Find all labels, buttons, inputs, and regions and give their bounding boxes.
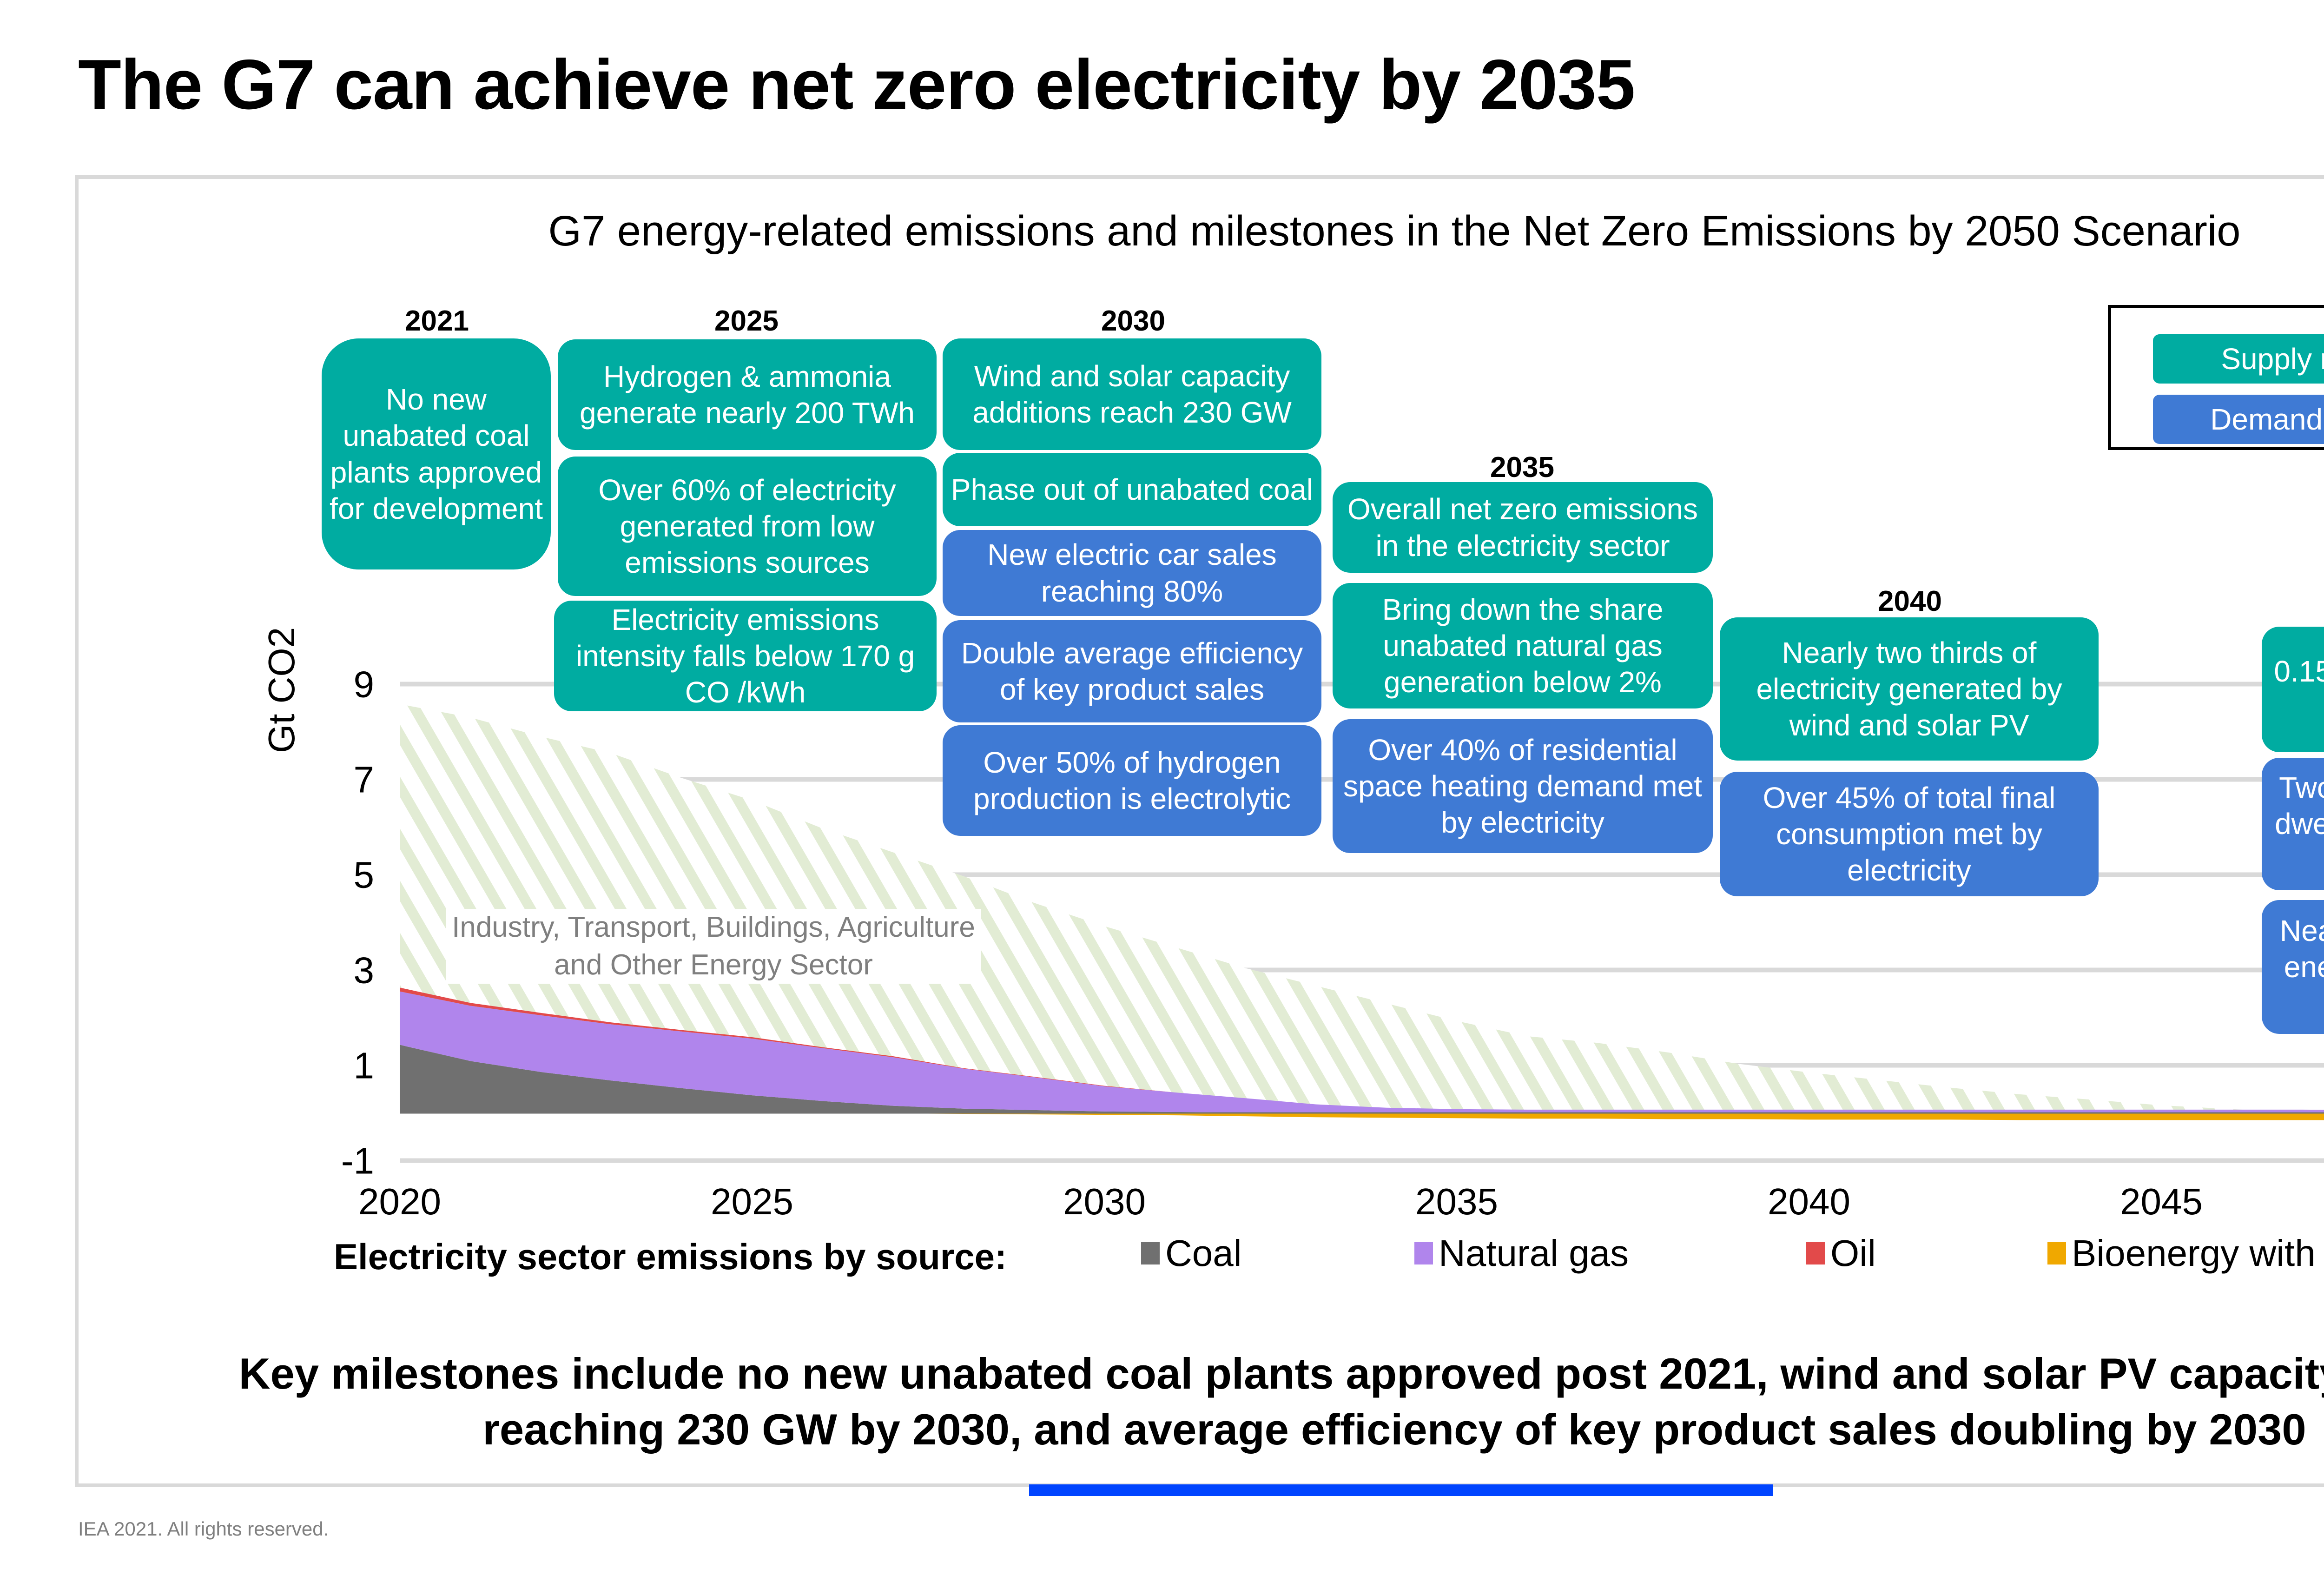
milestone-text: Over 60% of electricity generated from l… — [598, 473, 896, 580]
demand-milestone-2030: Double average efficiency of key product… — [943, 620, 1321, 722]
supply-milestone-2035: Bring down the share unabated natural ga… — [1333, 583, 1713, 708]
milestone-year-2030: 2030 — [1101, 305, 1165, 337]
bioenergy-ccus-swatch — [2047, 1242, 2066, 1264]
chart-title: G7 energy-related emissions and mileston… — [548, 207, 2241, 255]
demand-milestone-2030: Over 50% of hydrogen production is elect… — [943, 725, 1321, 836]
y-tick-label: -1 — [341, 1140, 374, 1182]
legend-supply-milestones: Supply milestones — [2153, 334, 2324, 384]
accent-bar — [1029, 1484, 1773, 1496]
milestone-text: Over 50% of hydrogen production is elect… — [973, 745, 1291, 815]
coal-swatch — [1141, 1242, 1160, 1264]
demand-milestone-2050: Nearly 60% of transport energy demand me… — [2262, 900, 2324, 1034]
legend-label-natural-gas: Natural gas — [1439, 1232, 1629, 1274]
copyright-footer: IEA 2021. All rights reserved. — [78, 1518, 329, 1540]
x-tick-label: 2035 — [1415, 1181, 1498, 1222]
natural-gas-swatch — [1414, 1242, 1433, 1264]
milestone-text: Phase out of unabated coal — [951, 472, 1314, 506]
milestone-year-2040: 2040 — [1878, 585, 1942, 617]
series-legend-title: Electricity sector emissions by source: — [334, 1236, 1007, 1277]
area-natural-gas — [400, 991, 2324, 1113]
supply-milestone-2035: Overall net zero emissions in the electr… — [1333, 482, 1713, 573]
milestone-legend: Supply milestones Demand milestones — [2108, 305, 2324, 450]
y-tick-label: 7 — [354, 759, 375, 801]
background-series-label: Industry, Transport, Buildings, Agricult… — [446, 909, 981, 984]
y-tick-label: 5 — [354, 854, 375, 896]
milestone-text: Nearly two thirds of electricity generat… — [1756, 636, 2062, 742]
demand-milestone-2040: Over 45% of total final consumption met … — [1720, 772, 2099, 896]
milestone-text: Hydrogen & ammonia generate nearly 200 T… — [579, 359, 915, 430]
key-message-line-2: reaching 230 GW by 2030, and average eff… — [482, 1405, 2306, 1454]
milestone-text: Nearly 60% of transport energy demand me… — [2279, 914, 2324, 984]
legend-demand-milestones: Demand milestones — [2153, 395, 2324, 444]
y-axis-label-text: Gt CO2 — [261, 627, 302, 753]
legend-item-coal: Coal — [1141, 1232, 1242, 1275]
key-message-line-1: Key milestones include no new unabated c… — [238, 1349, 2324, 1398]
milestone-year-2025: 2025 — [714, 305, 779, 337]
legend-item-oil: Oil — [1806, 1232, 1876, 1275]
y-tick-label: 9 — [354, 664, 375, 705]
supply-milestone-2050: 0.15 Gt of CO2 removed annually — [2262, 627, 2324, 752]
page-title: The G7 can achieve net zero electricity … — [78, 45, 1635, 124]
milestone-text: Electricity emissions intensity falls be… — [575, 602, 915, 709]
y-axis-label: Gt CO2 — [260, 627, 303, 753]
x-tick-label: 2045 — [2120, 1181, 2203, 1222]
legend-label-coal: Coal — [1165, 1232, 1242, 1274]
legend-label-bioenergy-ccus: Bioenergy with CCUS — [2072, 1232, 2324, 1274]
supply-milestone-2040: Nearly two thirds of electricity generat… — [1720, 617, 2099, 761]
supply-milestone-2030: Wind and solar capacity additions reach … — [943, 338, 1321, 450]
milestone-text: Over 45% of total final consumption met … — [1763, 781, 2056, 887]
y-tick-label: 1 — [354, 1045, 375, 1086]
legend-label-oil: Oil — [1830, 1232, 1876, 1274]
x-tick-label: 2030 — [1063, 1181, 1146, 1222]
milestone-text: No new unabated coal plants approved for… — [330, 383, 543, 525]
milestone-year-2021: 2021 — [405, 305, 469, 337]
supply-milestone-2025: Over 60% of electricity generated from l… — [558, 457, 937, 596]
milestone-text: 0.15 Gt of CO2 removed annually — [2274, 654, 2324, 688]
milestone-text: Over 40% of residential space heating de… — [1343, 733, 1703, 840]
milestone-text: Two-thirds of residential dwellings fitt… — [2275, 771, 2324, 841]
milestone-text: Bring down the share unabated natural ga… — [1382, 592, 1664, 699]
demand-milestone-2035: Over 40% of residential space heating de… — [1333, 719, 1713, 853]
milestone-text: Double average efficiency of key product… — [961, 636, 1303, 706]
series-legend: Electricity sector emissions by source: — [334, 1231, 1007, 1282]
supply-milestone-2021: No new unabated coal plants approved for… — [322, 338, 551, 569]
x-tick-label: 2025 — [711, 1181, 793, 1222]
demand-milestone-2030: New electric car sales reaching 80% — [943, 530, 1321, 616]
area-series — [400, 704, 2324, 1120]
supply-milestone-2025: Hydrogen & ammonia generate nearly 200 T… — [558, 339, 937, 450]
x-tick-label: 2040 — [1768, 1181, 1850, 1222]
supply-milestone-2030: Phase out of unabated coal — [943, 453, 1321, 526]
area-coal — [400, 1045, 2324, 1113]
milestone-year-2035: 2035 — [1490, 451, 1554, 483]
key-message: Key milestones include no new unabated c… — [0, 1346, 2324, 1458]
legend-item-natural-gas: Natural gas — [1414, 1232, 1629, 1275]
demand-milestone-2050: Two-thirds of residential dwellings fitt… — [2262, 758, 2324, 890]
legend-item-bioenergy-ccus: Bioenergy with CCUS — [2047, 1232, 2324, 1275]
area-other-sectors — [400, 704, 2324, 1113]
milestone-text: Overall net zero emissions in the electr… — [1347, 492, 1698, 563]
supply-milestone-2025: Electricity emissions intensity falls be… — [554, 601, 937, 711]
y-tick-label: 3 — [354, 950, 375, 991]
x-tick-label: 2020 — [358, 1181, 441, 1222]
area-bioenergy-ccus — [400, 1113, 2324, 1120]
milestone-text: Wind and solar capacity additions reach … — [972, 359, 1292, 429]
milestone-text: New electric car sales reaching 80% — [987, 538, 1277, 608]
oil-swatch — [1806, 1242, 1825, 1264]
